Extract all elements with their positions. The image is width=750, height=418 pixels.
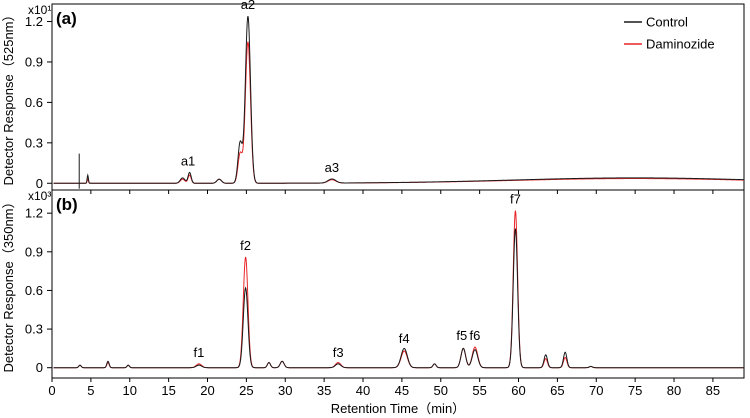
- x-tick-label: 5: [87, 383, 94, 398]
- peak-label: f3: [333, 345, 344, 360]
- y-tick-label: 1.2: [25, 206, 43, 221]
- y-axis-label: Detector Response（525nm）: [1, 8, 16, 185]
- x-tick-label: 35: [317, 383, 331, 398]
- legend-label: Control: [646, 15, 688, 30]
- panel-label: (b): [56, 195, 78, 214]
- legend: Control Daminozide: [624, 15, 715, 52]
- x-tick-label: 80: [667, 383, 681, 398]
- peak-label: f1: [194, 345, 205, 360]
- panel-b: 0 0.3 0.6 0.9 1.2 x10³ (b) Detector Response（35…: [1, 189, 745, 416]
- y-tick-label: 0.9: [25, 54, 43, 69]
- x-axis-label: Retention Time（min）: [331, 401, 465, 416]
- x-tick-label: 55: [472, 383, 486, 398]
- peak-label: f2: [240, 238, 251, 253]
- x-tick-label: 25: [239, 383, 253, 398]
- x-tick-label: 45: [395, 383, 409, 398]
- y-tick-label: 0.6: [25, 95, 43, 110]
- x-tick-label: 85: [706, 383, 720, 398]
- x-tick-label: 30: [278, 383, 292, 398]
- peak-label: f7: [510, 192, 521, 207]
- panel-label: (a): [56, 9, 77, 28]
- y-tick-label: 0.3: [25, 135, 43, 150]
- x-tick-label: 0: [48, 383, 55, 398]
- peak-label: f5: [456, 328, 467, 343]
- peak-label: a3: [325, 160, 339, 175]
- plot-frame: [51, 189, 745, 379]
- y-tick-label: 1.2: [25, 14, 43, 29]
- x-tick-label: 50: [434, 383, 448, 398]
- x-tick-label: 60: [511, 383, 525, 398]
- peak-label: a2: [241, 0, 255, 12]
- series-line-control: [53, 15, 744, 184]
- series-line-daminozide: [53, 41, 744, 184]
- x-tick-label: 10: [123, 383, 137, 398]
- x-tick-label: 65: [550, 383, 564, 398]
- x-tick-label: 40: [356, 383, 370, 398]
- y-tick-label: 0: [36, 360, 43, 375]
- x-tick-label: 75: [628, 383, 642, 398]
- y-tick-label: 0.6: [25, 283, 43, 298]
- x-tick-label: 15: [161, 383, 175, 398]
- peak-label: a1: [181, 153, 195, 168]
- y-tick-label: 0.3: [25, 322, 43, 337]
- legend-label: Daminozide: [646, 37, 715, 52]
- y-exponent: x10¹: [28, 3, 51, 17]
- plot-frame: [51, 3, 745, 191]
- peak-label: f6: [470, 328, 481, 343]
- peak-label: f4: [399, 331, 410, 346]
- y-exponent: x10³: [28, 189, 51, 203]
- y-tick-label: 0: [36, 176, 43, 191]
- y-axis-label: Detector Response（350nm）: [1, 195, 16, 372]
- x-tick-label: 20: [200, 383, 214, 398]
- y-tick-label: 0.9: [25, 244, 43, 259]
- series-line-control: [53, 228, 744, 369]
- x-tick-label: 70: [589, 383, 603, 398]
